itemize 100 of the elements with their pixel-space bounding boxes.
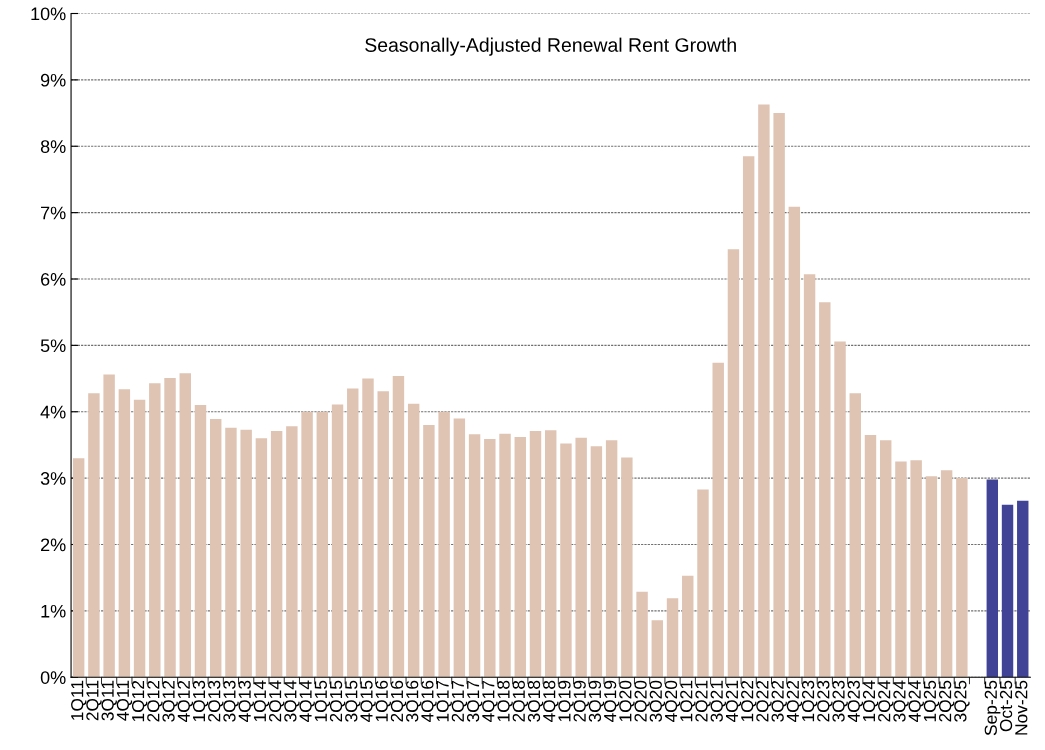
bar <box>651 620 664 678</box>
bar <box>514 436 526 678</box>
x-tick-label: 1Q13 <box>192 680 209 722</box>
y-tick-label: 2% <box>41 538 66 552</box>
x-tick-label: 2Q22 <box>756 680 772 722</box>
bar <box>499 433 511 678</box>
text: Seasonally-Adjusted Renewal Rent Growth <box>365 37 736 56</box>
bar <box>819 302 831 678</box>
bar <box>194 405 207 678</box>
bar <box>286 426 298 678</box>
y-tick-label: 1% <box>41 604 66 618</box>
bar <box>423 425 435 678</box>
bar <box>956 478 968 678</box>
x-tick-label: 1Q14 <box>253 680 270 722</box>
x-tick-label: 2Q20 <box>634 680 650 722</box>
x-tick-label: 1Q15 <box>314 680 331 722</box>
x-tick-label: 4Q23 <box>847 680 864 723</box>
x-tick-label: 1Q20 <box>619 680 635 722</box>
x-tick-label: 1Q16 <box>375 680 391 722</box>
bar <box>407 403 420 678</box>
bar <box>590 446 603 678</box>
x-tick-label: 1Q18 <box>497 680 513 722</box>
x-tick-label: 1Q23 <box>801 680 818 722</box>
bar <box>636 591 648 678</box>
x-tick-label: 3Q17 <box>466 680 483 722</box>
bar <box>529 431 542 678</box>
bar <box>910 460 922 678</box>
bar <box>773 113 785 678</box>
x-tick-label: 2Q19 <box>573 680 589 722</box>
bar <box>742 156 755 678</box>
bar <box>149 383 161 678</box>
bar <box>727 249 740 678</box>
x-tick-label: 2Q16 <box>390 680 407 722</box>
x-tick-label: 3Q12 <box>162 680 178 722</box>
bar <box>438 411 450 678</box>
x-tick-label: 1Q25 <box>923 680 940 722</box>
x-tick-label: 4Q19 <box>603 680 620 723</box>
bar <box>986 479 999 678</box>
bar <box>788 206 801 678</box>
x-tick-label: 3Q25 <box>954 680 970 722</box>
bar <box>103 374 115 678</box>
bar <box>849 393 861 678</box>
bar <box>225 427 237 678</box>
x-tick-label: 4Q17 <box>482 680 498 723</box>
x-tick-label: 1Q22 <box>741 680 757 722</box>
bar <box>605 440 618 678</box>
x-tick-label: 1Q21 <box>680 680 696 722</box>
x-tick-label: 3Q19 <box>588 680 605 722</box>
bar <box>240 429 252 678</box>
x-tick-label: Oct-25 <box>999 680 1013 732</box>
bar <box>72 458 85 678</box>
bar <box>453 418 466 678</box>
x-tick-label: 3Q14 <box>284 680 300 722</box>
y-tick-label: 5% <box>40 339 66 353</box>
bar <box>484 438 496 678</box>
y-tick-label: 0% <box>40 671 66 684</box>
x-tick-label: 4Q24 <box>908 680 924 723</box>
x-tick-label: 3Q18 <box>527 680 544 722</box>
bar <box>925 476 938 678</box>
x-tick-label: 1Q11 <box>71 680 87 720</box>
x-tick-label: 2Q25 <box>938 680 955 722</box>
x-tick-label: 3Q22 <box>771 680 787 722</box>
bar <box>179 373 191 678</box>
y-tick-label: 7% <box>41 206 66 220</box>
x-tick-label: 2Q15 <box>329 680 346 722</box>
x-tick-label: 4Q11 <box>116 680 133 721</box>
x-tick-label: 2Q17 <box>451 680 468 722</box>
bar <box>301 411 313 678</box>
x-tick-label: 2Q12 <box>147 680 163 722</box>
bar <box>560 443 572 678</box>
bar <box>316 411 329 678</box>
bar <box>133 399 146 678</box>
bar <box>392 375 405 678</box>
bar <box>621 457 633 678</box>
x-tick-label: 2Q18 <box>512 680 529 722</box>
bar <box>834 341 846 678</box>
x-tick-label: 4Q21 <box>725 680 742 723</box>
y-tick-label: 6% <box>41 272 66 286</box>
x-tick-label: 2Q14 <box>268 680 285 722</box>
x-tick-label: 1Q17 <box>436 680 452 722</box>
x-tick-label: 3Q20 <box>649 680 666 722</box>
x-tick-label: 4Q20 <box>664 680 681 723</box>
x-tick-label: 2Q23 <box>817 680 833 722</box>
x-tick-label: 1Q19 <box>558 680 574 722</box>
bar <box>347 388 359 678</box>
bar <box>758 104 770 678</box>
bar <box>331 404 344 678</box>
bar <box>362 378 374 678</box>
x-tick-label: 3Q23 <box>832 680 848 722</box>
bar <box>88 393 100 678</box>
y-tick-label: 4% <box>40 405 66 419</box>
bar <box>1017 500 1029 678</box>
bar <box>468 434 481 678</box>
bar <box>666 598 679 678</box>
bar <box>712 362 724 678</box>
x-tick-label: 3Q21 <box>710 680 726 722</box>
x-tick-label: 4Q15 <box>360 680 376 723</box>
x-tick-label: 4Q18 <box>543 680 559 723</box>
y-tick-label: 10% <box>31 7 66 21</box>
x-tick-label: 3Q24 <box>893 680 909 722</box>
